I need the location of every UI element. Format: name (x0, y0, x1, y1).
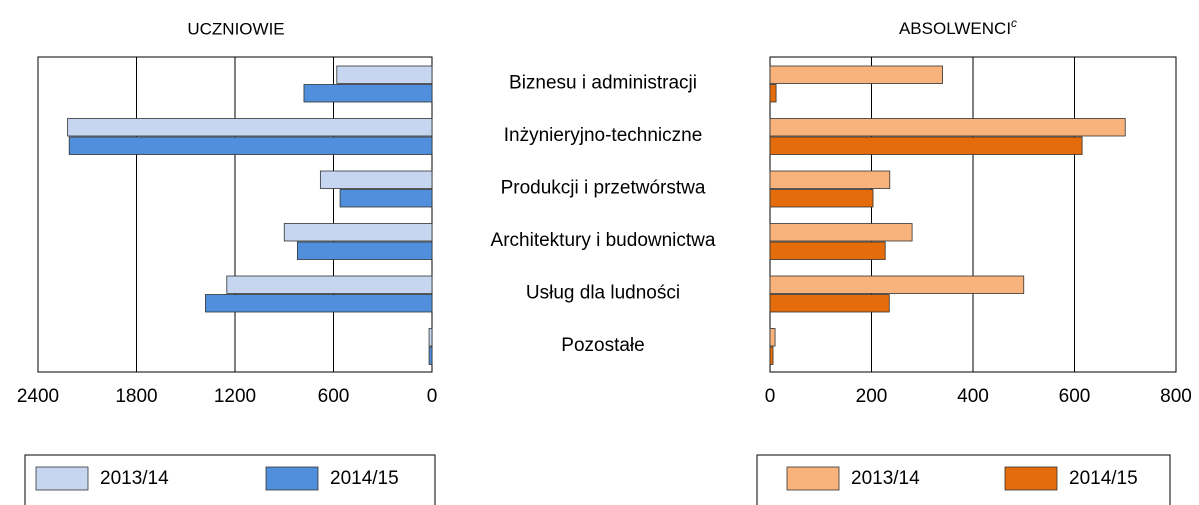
legend-box (756, 454, 1171, 505)
x-tick-label: 1800 (115, 386, 157, 407)
bar (303, 84, 433, 103)
bar (205, 294, 433, 313)
bar (769, 118, 1126, 137)
category-label: Usług dla ludności (526, 282, 680, 303)
legend-box (24, 454, 436, 505)
x-tick-label: 400 (957, 386, 989, 407)
x-tick-label: 200 (856, 386, 888, 407)
bar (769, 136, 1083, 155)
bar (226, 275, 433, 294)
bar (769, 346, 774, 365)
bar (769, 84, 777, 103)
bar (769, 189, 874, 208)
legend-swatch (35, 466, 89, 491)
title-note: c (1011, 16, 1017, 30)
bar (769, 241, 886, 260)
bar (428, 328, 433, 347)
category-label: Pozostałe (561, 335, 644, 356)
chart-title: ABSOLWENCIc (899, 16, 1017, 38)
x-tick-label: 800 (1160, 386, 1192, 407)
legend-label: 2013/14 (851, 468, 920, 489)
x-tick-label: 0 (427, 386, 438, 407)
legend-label: 2014/15 (330, 468, 399, 489)
legend-label: 2014/15 (1069, 468, 1138, 489)
category-label: Architektury i budownictwa (491, 230, 716, 251)
title-text: ABSOLWENCI (899, 19, 1011, 38)
legend-swatch (1004, 466, 1058, 491)
bar (339, 189, 433, 208)
chart-title: UCZNIOWIE (187, 19, 284, 38)
x-tick-label: 1200 (214, 386, 256, 407)
bar (769, 170, 891, 189)
category-label: Inżynieryjno-techniczne (504, 125, 703, 146)
legend-swatch (786, 466, 840, 491)
bar (769, 275, 1025, 294)
category-label: Biznesu i administracji (509, 72, 697, 93)
category-label: Produkcji i przetwórstwa (501, 177, 706, 198)
x-tick-label: 2400 (17, 386, 59, 407)
bar (68, 136, 433, 155)
bar (296, 241, 433, 260)
legend-swatch (265, 466, 319, 491)
x-tick-label: 0 (765, 386, 776, 407)
x-tick-label: 600 (318, 386, 350, 407)
bar (769, 223, 913, 242)
legend-label: 2013/14 (100, 468, 169, 489)
bar (769, 65, 943, 84)
bar (283, 223, 433, 242)
bar (428, 346, 433, 365)
x-tick-label: 600 (1059, 386, 1091, 407)
bar (336, 65, 433, 84)
bar (319, 170, 433, 189)
bar (67, 118, 433, 137)
bar (769, 328, 776, 347)
bar (769, 294, 890, 313)
